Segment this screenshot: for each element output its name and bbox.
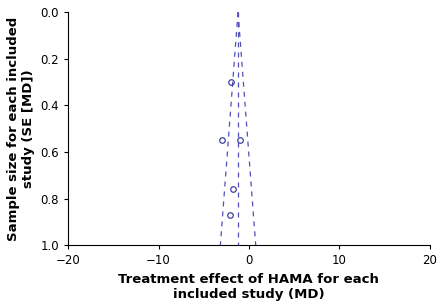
Y-axis label: Sample size for each included
study (SE [MD]): Sample size for each included study (SE … bbox=[7, 17, 35, 241]
X-axis label: Treatment effect of HAMA for each
included study (MD): Treatment effect of HAMA for each includ… bbox=[119, 273, 379, 301]
